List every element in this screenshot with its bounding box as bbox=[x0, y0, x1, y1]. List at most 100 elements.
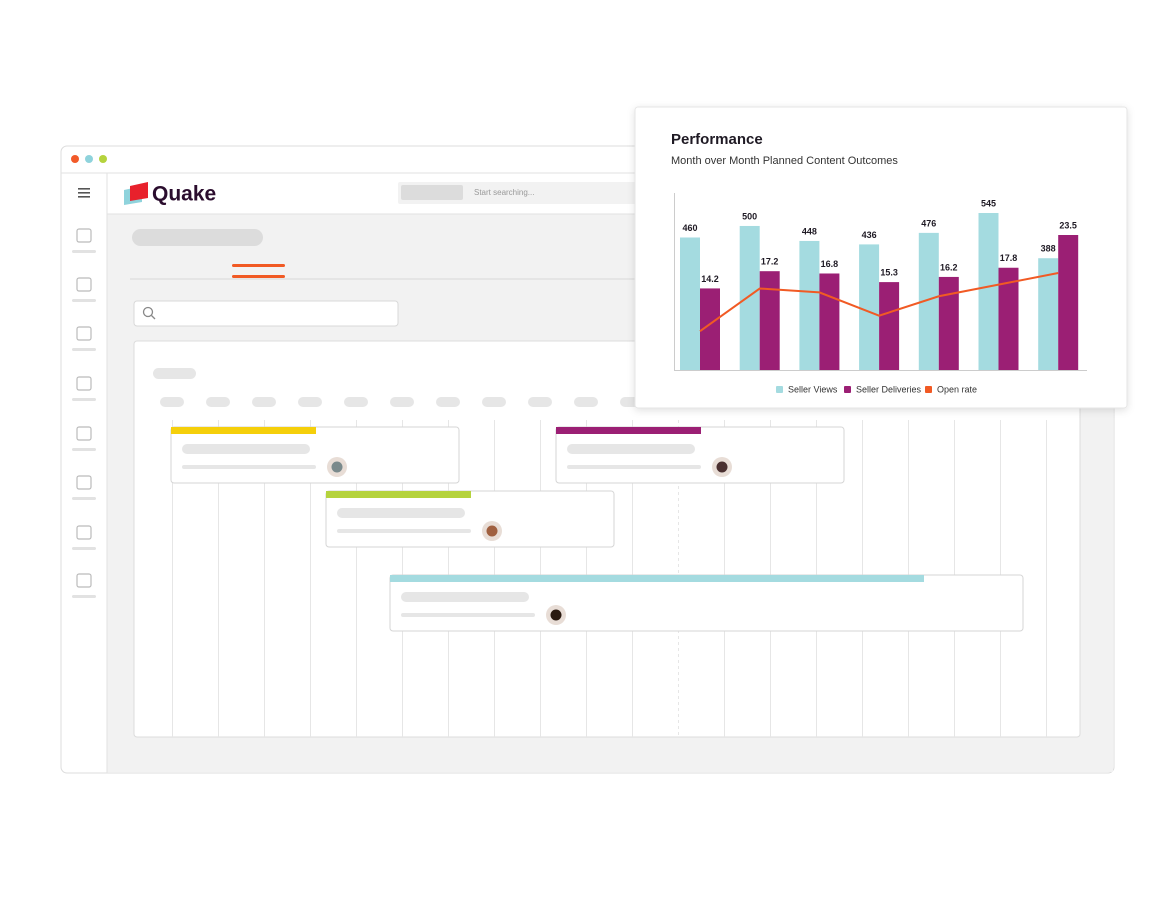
placeholder bbox=[337, 508, 465, 518]
task-bar bbox=[390, 575, 924, 582]
data-label: 436 bbox=[862, 230, 877, 240]
data-label: 16.8 bbox=[821, 259, 839, 269]
sidebar bbox=[72, 228, 96, 598]
placeholder bbox=[182, 444, 310, 454]
search-input[interactable] bbox=[133, 300, 399, 327]
placeholder bbox=[401, 592, 529, 602]
task-card[interactable] bbox=[389, 574, 1024, 632]
bar bbox=[799, 240, 820, 370]
nav-label bbox=[72, 250, 96, 253]
gantt-header bbox=[574, 397, 598, 407]
active-tab[interactable] bbox=[232, 264, 285, 267]
search-placeholder: Start searching... bbox=[474, 188, 534, 197]
nav-icon[interactable] bbox=[76, 228, 92, 243]
placeholder bbox=[567, 444, 695, 454]
bar bbox=[700, 288, 720, 370]
bar bbox=[918, 232, 939, 370]
gantt-header bbox=[482, 397, 506, 407]
menu-button[interactable] bbox=[78, 188, 90, 198]
avatar-face bbox=[716, 461, 728, 473]
gantt-header bbox=[298, 397, 322, 407]
legend-swatch bbox=[844, 386, 851, 393]
data-label: 460 bbox=[682, 223, 697, 233]
placeholder bbox=[567, 465, 701, 469]
gantt bbox=[160, 397, 1058, 737]
task-bar bbox=[556, 427, 701, 434]
data-label: 448 bbox=[802, 226, 817, 236]
data-label: 500 bbox=[742, 211, 757, 221]
bar bbox=[879, 282, 900, 370]
search-chip bbox=[401, 185, 463, 200]
nav-label bbox=[72, 497, 96, 500]
nav-icon[interactable] bbox=[76, 426, 92, 441]
search-icon bbox=[151, 315, 156, 320]
window-dot bbox=[85, 155, 93, 163]
data-label: 545 bbox=[981, 198, 996, 208]
bar bbox=[1038, 258, 1059, 370]
task-card[interactable] bbox=[170, 426, 460, 484]
bar bbox=[938, 276, 959, 370]
window-dot bbox=[71, 155, 79, 163]
legend-label: Open rate bbox=[937, 384, 977, 394]
bar bbox=[680, 237, 700, 370]
data-label: 388 bbox=[1041, 244, 1056, 254]
placeholder bbox=[153, 368, 196, 379]
data-label: 17.8 bbox=[1000, 253, 1018, 263]
nav-icon[interactable] bbox=[76, 573, 92, 588]
data-label: 14.2 bbox=[701, 274, 719, 284]
nav-label bbox=[72, 348, 96, 351]
task-card[interactable] bbox=[555, 426, 845, 484]
legend-swatch bbox=[925, 386, 932, 393]
chart-subtitle: Month over Month Planned Content Outcome… bbox=[671, 155, 898, 167]
bar bbox=[998, 267, 1019, 370]
nav-icon[interactable] bbox=[76, 277, 92, 292]
task-card[interactable] bbox=[325, 490, 615, 548]
data-label: 23.5 bbox=[1059, 220, 1077, 230]
gantt-header bbox=[160, 397, 184, 407]
avatar-face bbox=[550, 609, 562, 621]
placeholder bbox=[337, 529, 471, 533]
task-bar bbox=[171, 427, 316, 434]
chart: 460 500 448 436 476 545 388 14.2 17.2 16.8 15.3 16.… bbox=[680, 198, 1079, 394]
legend-label: Seller Views bbox=[788, 384, 838, 394]
data-label: 15.3 bbox=[880, 267, 898, 277]
placeholder bbox=[182, 465, 316, 469]
legend-label: Seller Deliveries bbox=[856, 384, 922, 394]
placeholder bbox=[401, 613, 535, 617]
gantt-header bbox=[436, 397, 460, 407]
nav-label bbox=[72, 547, 96, 550]
line-series bbox=[699, 272, 1059, 333]
window-dot bbox=[99, 155, 107, 163]
data-label: 16.2 bbox=[940, 262, 958, 272]
bar bbox=[1058, 235, 1079, 370]
bar bbox=[819, 273, 840, 370]
nav-icon[interactable] bbox=[76, 525, 92, 540]
legend-swatch bbox=[776, 386, 783, 393]
data-label: 476 bbox=[921, 218, 936, 228]
nav-label bbox=[72, 595, 96, 598]
logo-text: Quake bbox=[152, 183, 216, 206]
nav-icon[interactable] bbox=[76, 376, 92, 391]
nav-label bbox=[72, 299, 96, 302]
active-tab bbox=[232, 275, 285, 278]
gantt-header bbox=[390, 397, 414, 407]
gantt-header bbox=[528, 397, 552, 407]
avatar-face bbox=[486, 525, 498, 537]
chart-title: Performance bbox=[671, 131, 763, 148]
placeholder bbox=[132, 229, 263, 246]
gantt-header bbox=[206, 397, 230, 407]
data-label: 17.2 bbox=[761, 257, 779, 267]
nav-label bbox=[72, 398, 96, 401]
bar bbox=[759, 271, 780, 370]
nav-icon[interactable] bbox=[76, 475, 92, 490]
logo: Quake bbox=[124, 182, 216, 206]
task-bar bbox=[326, 491, 471, 498]
avatar-face bbox=[331, 461, 343, 473]
nav-label bbox=[72, 448, 96, 451]
bar bbox=[978, 213, 999, 370]
bar bbox=[739, 225, 760, 370]
gantt-header bbox=[344, 397, 368, 407]
nav-icon[interactable] bbox=[76, 326, 92, 341]
